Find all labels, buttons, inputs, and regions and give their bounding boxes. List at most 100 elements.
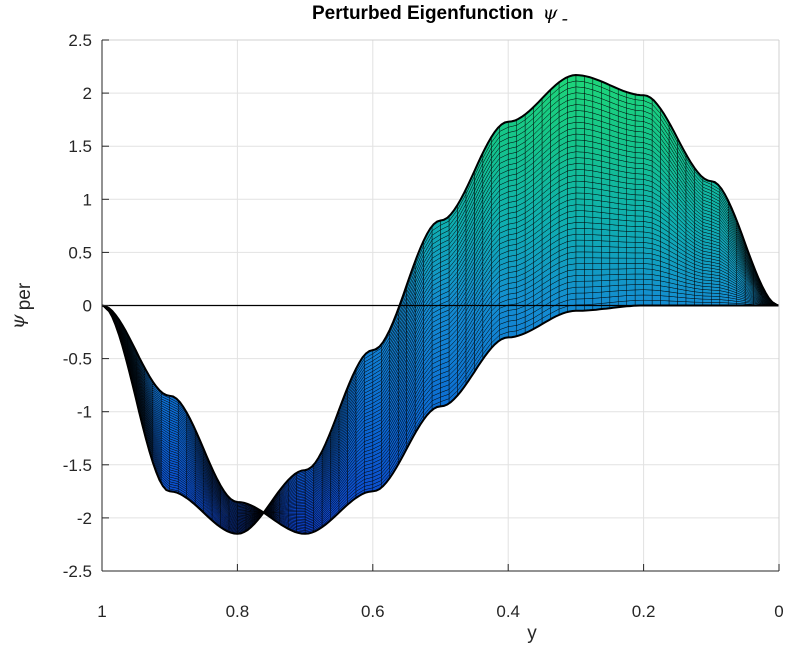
surface-cell <box>609 279 619 287</box>
surface-cell <box>575 92 585 100</box>
surface-cell <box>634 152 644 159</box>
y-tick-label: 1 <box>83 190 92 209</box>
surface-cell <box>634 189 644 196</box>
surface-cell <box>601 280 611 287</box>
surface-cell <box>634 257 644 264</box>
surface-cell <box>584 234 594 241</box>
surface-cell <box>575 104 585 112</box>
surface-cell <box>609 285 619 292</box>
surface-cell <box>601 263 611 270</box>
surface-cell <box>584 286 594 294</box>
surface-cell <box>575 210 585 217</box>
surface-cell <box>643 284 653 291</box>
surface-cell <box>626 204 636 211</box>
surface-cell <box>702 295 712 300</box>
surface-cell <box>617 284 627 292</box>
surface-cell <box>634 247 644 254</box>
surface-cell <box>575 186 585 194</box>
surface-cell <box>626 215 636 222</box>
surface-cell <box>575 280 585 288</box>
y-tick-label: 2 <box>83 84 92 103</box>
surface-cell <box>634 284 644 291</box>
surface-cell <box>626 220 636 227</box>
x-tick-label: 0.2 <box>632 602 656 621</box>
surface-cell <box>617 246 627 254</box>
surface-cell <box>575 163 585 171</box>
surface-cell <box>617 219 627 227</box>
surface-cell <box>575 98 585 106</box>
surface-cell <box>651 294 661 301</box>
surface-cell <box>634 199 644 206</box>
surface-cell <box>617 279 627 286</box>
y-axis-label: ψ per <box>7 282 35 329</box>
surface-cell <box>575 263 585 270</box>
surface-cell <box>617 290 627 297</box>
surface-cell <box>601 257 611 264</box>
surface-cell <box>584 210 594 218</box>
surface-cell <box>584 187 594 195</box>
surface-cell <box>651 289 661 296</box>
surface-cell <box>609 235 619 242</box>
surface-cell <box>601 223 611 231</box>
surface-cell <box>634 120 644 128</box>
surface-cell <box>575 192 585 200</box>
surface-cell <box>575 251 585 259</box>
surface-cell <box>575 269 585 276</box>
surface-cell <box>643 278 653 286</box>
y-tick-label: -2.5 <box>63 562 92 581</box>
surface-cell <box>634 205 644 212</box>
surface-cell <box>626 289 636 296</box>
y-tick-label: 1.5 <box>68 137 92 156</box>
surface-cell <box>575 245 585 253</box>
surface-cell <box>634 289 644 296</box>
surface-cell <box>592 251 602 259</box>
surface-cell <box>634 125 644 133</box>
surface-cell <box>601 246 611 253</box>
surface-cell <box>634 136 644 143</box>
surface-cell <box>592 291 602 299</box>
surface-cell <box>296 512 306 515</box>
surface-cell <box>626 263 636 270</box>
surface-cell <box>575 198 585 206</box>
surface-cell <box>626 284 636 291</box>
surface-cell <box>617 230 627 237</box>
surface-cell <box>592 257 602 264</box>
surface-cell <box>634 252 644 259</box>
surface-cell <box>592 228 602 236</box>
surface-cell <box>634 131 644 138</box>
y-tick-label: 0.5 <box>68 243 92 262</box>
surface-cell <box>634 146 644 154</box>
surface-cell <box>601 240 611 248</box>
surface-cell <box>660 295 670 302</box>
y-tick-label: 2.5 <box>68 31 92 50</box>
y-tick-label: -2 <box>77 509 92 528</box>
surface-cell <box>634 273 644 280</box>
surface-cell <box>584 228 594 235</box>
surface-cell <box>575 216 585 223</box>
x-tick-label: 0.8 <box>226 602 250 621</box>
surface-cell <box>584 216 594 224</box>
surface-cell <box>592 234 602 242</box>
surface-cell <box>609 252 619 259</box>
surface-cell <box>634 215 644 222</box>
surface-cell <box>592 297 602 305</box>
surface-cell <box>575 174 585 182</box>
surface-cell <box>584 198 594 206</box>
surface-cell <box>634 194 644 201</box>
surface-cell <box>626 247 636 254</box>
surface-cell <box>626 236 636 243</box>
surface-cell <box>584 239 594 247</box>
x-tick-label: 1 <box>97 602 106 621</box>
surface-cell <box>584 192 594 201</box>
surface-cell <box>601 251 611 259</box>
chart-title: Perturbed Eigenfunction ψ - <box>312 2 568 30</box>
surface-cell <box>592 286 602 293</box>
surface-cell <box>634 141 644 149</box>
surface-cell <box>617 225 627 232</box>
surface-cell <box>601 296 611 304</box>
surface-cell <box>601 285 611 293</box>
surface-cell <box>592 217 602 224</box>
surface-cell <box>626 198 636 206</box>
surface-cell <box>592 263 602 270</box>
surface-cell <box>626 257 636 264</box>
